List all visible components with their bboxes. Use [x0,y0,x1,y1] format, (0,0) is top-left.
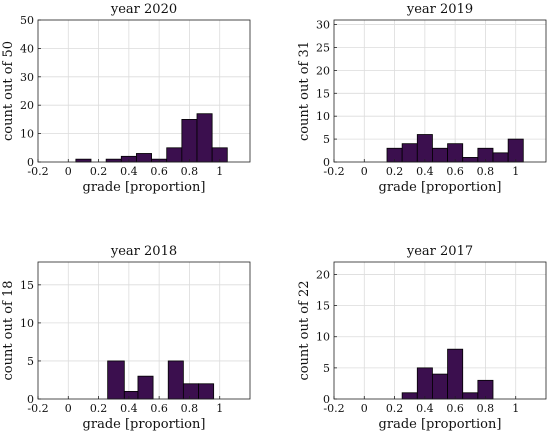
y-tick-label: 0 [323,393,330,406]
histogram-bar [136,153,152,163]
y-tick-label: 30 [20,71,34,84]
y-tick-label: 5 [323,362,330,375]
x-axis-label: grade [proportion] [379,180,502,195]
histogram-bar [401,392,418,400]
y-axis-label: count out of 18 [1,280,16,380]
x-tick-label: 0.4 [416,402,434,415]
x-tick-label: 0 [361,165,368,178]
x-axis-label: grade [proportion] [83,180,206,195]
histogram-bar [123,390,139,400]
y-tick-label: 5 [27,355,34,368]
y-tick-label: 40 [20,42,34,55]
histogram-bar [416,367,433,400]
x-tick-label: -0.2 [27,165,48,178]
x-tick-label: 0.2 [386,402,404,415]
x-tick-label: 0 [65,402,72,415]
y-tick-label: 20 [20,99,34,112]
histogram-bar [75,158,92,163]
histogram-bar [181,119,198,163]
histogram-bar [432,373,448,400]
axes-frame [37,261,251,400]
histogram-bar [416,134,433,163]
y-axis-label: count out of 31 [297,41,312,141]
x-tick-label: 1 [216,402,223,415]
y-tick-label: 25 [316,41,330,54]
x-tick-label: -0.2 [27,402,48,415]
histogram-bar [167,360,184,400]
y-tick-label: 20 [316,64,330,77]
y-tick-label: 5 [323,133,330,146]
x-tick-label: 0.8 [477,402,495,415]
x-tick-label: 1 [512,165,519,178]
x-tick-label: -0.2 [323,402,344,415]
y-axis-label: count out of 50 [1,41,16,141]
x-tick-label: 0.4 [120,402,138,415]
y-tick-label: 10 [316,331,330,344]
histogram-bar [432,147,448,163]
chart-title: year 2018 [110,244,177,259]
x-tick-label: 0.4 [416,165,434,178]
x-tick-label: 0.2 [90,165,108,178]
chart-title: year 2020 [110,2,177,17]
y-tick-label: 15 [20,279,34,292]
histogram-bar [507,138,524,163]
y-tick-label: 15 [316,87,330,100]
histogram-bar [462,157,479,163]
axes-frame [333,19,547,163]
y-tick-label: 0 [323,156,330,169]
axes-frame [37,19,251,163]
histogram-bar [105,158,122,163]
x-tick-label: 0 [65,165,72,178]
histogram-bar [166,147,183,163]
x-tick-label: 0.2 [386,165,404,178]
y-tick-label: 20 [316,268,330,281]
x-tick-label: 0.6 [446,165,464,178]
histogram-bar [492,152,509,163]
histogram-bar [137,375,154,400]
histogram-bar [401,143,418,163]
x-tick-label: 0.6 [446,402,464,415]
x-tick-label: 0.8 [477,165,495,178]
histogram-bar [462,392,479,400]
x-tick-label: 0.4 [120,165,138,178]
y-tick-label: 10 [316,110,330,123]
x-tick-label: 0.8 [181,402,199,415]
histogram-bar [107,360,125,400]
y-tick-label: 15 [316,300,330,313]
y-tick-label: 0 [27,156,34,169]
x-tick-label: 0.6 [150,402,168,415]
x-tick-label: 0 [361,402,368,415]
x-axis-label: grade [proportion] [83,417,206,432]
chart-title: year 2017 [406,244,473,259]
axes-frame [333,261,547,400]
y-tick-label: 10 [20,317,34,330]
y-tick-label: 0 [27,393,34,406]
x-tick-label: 0.2 [90,402,108,415]
x-tick-label: 1 [512,402,519,415]
x-tick-label: 0.6 [150,165,168,178]
y-tick-label: 50 [20,14,34,27]
histogram-bar [182,383,199,400]
x-axis-label: grade [proportion] [379,417,502,432]
chart-title: year 2019 [406,2,473,17]
histogram-bar [447,348,464,400]
histogram-bar [198,383,215,400]
y-tick-label: 10 [20,128,34,141]
y-axis-label: count out of 22 [297,280,312,380]
x-tick-label: 0.8 [181,165,199,178]
x-tick-label: 1 [216,165,223,178]
y-tick-label: 30 [316,19,330,32]
histogram-bar [196,113,213,163]
x-tick-label: -0.2 [323,165,344,178]
